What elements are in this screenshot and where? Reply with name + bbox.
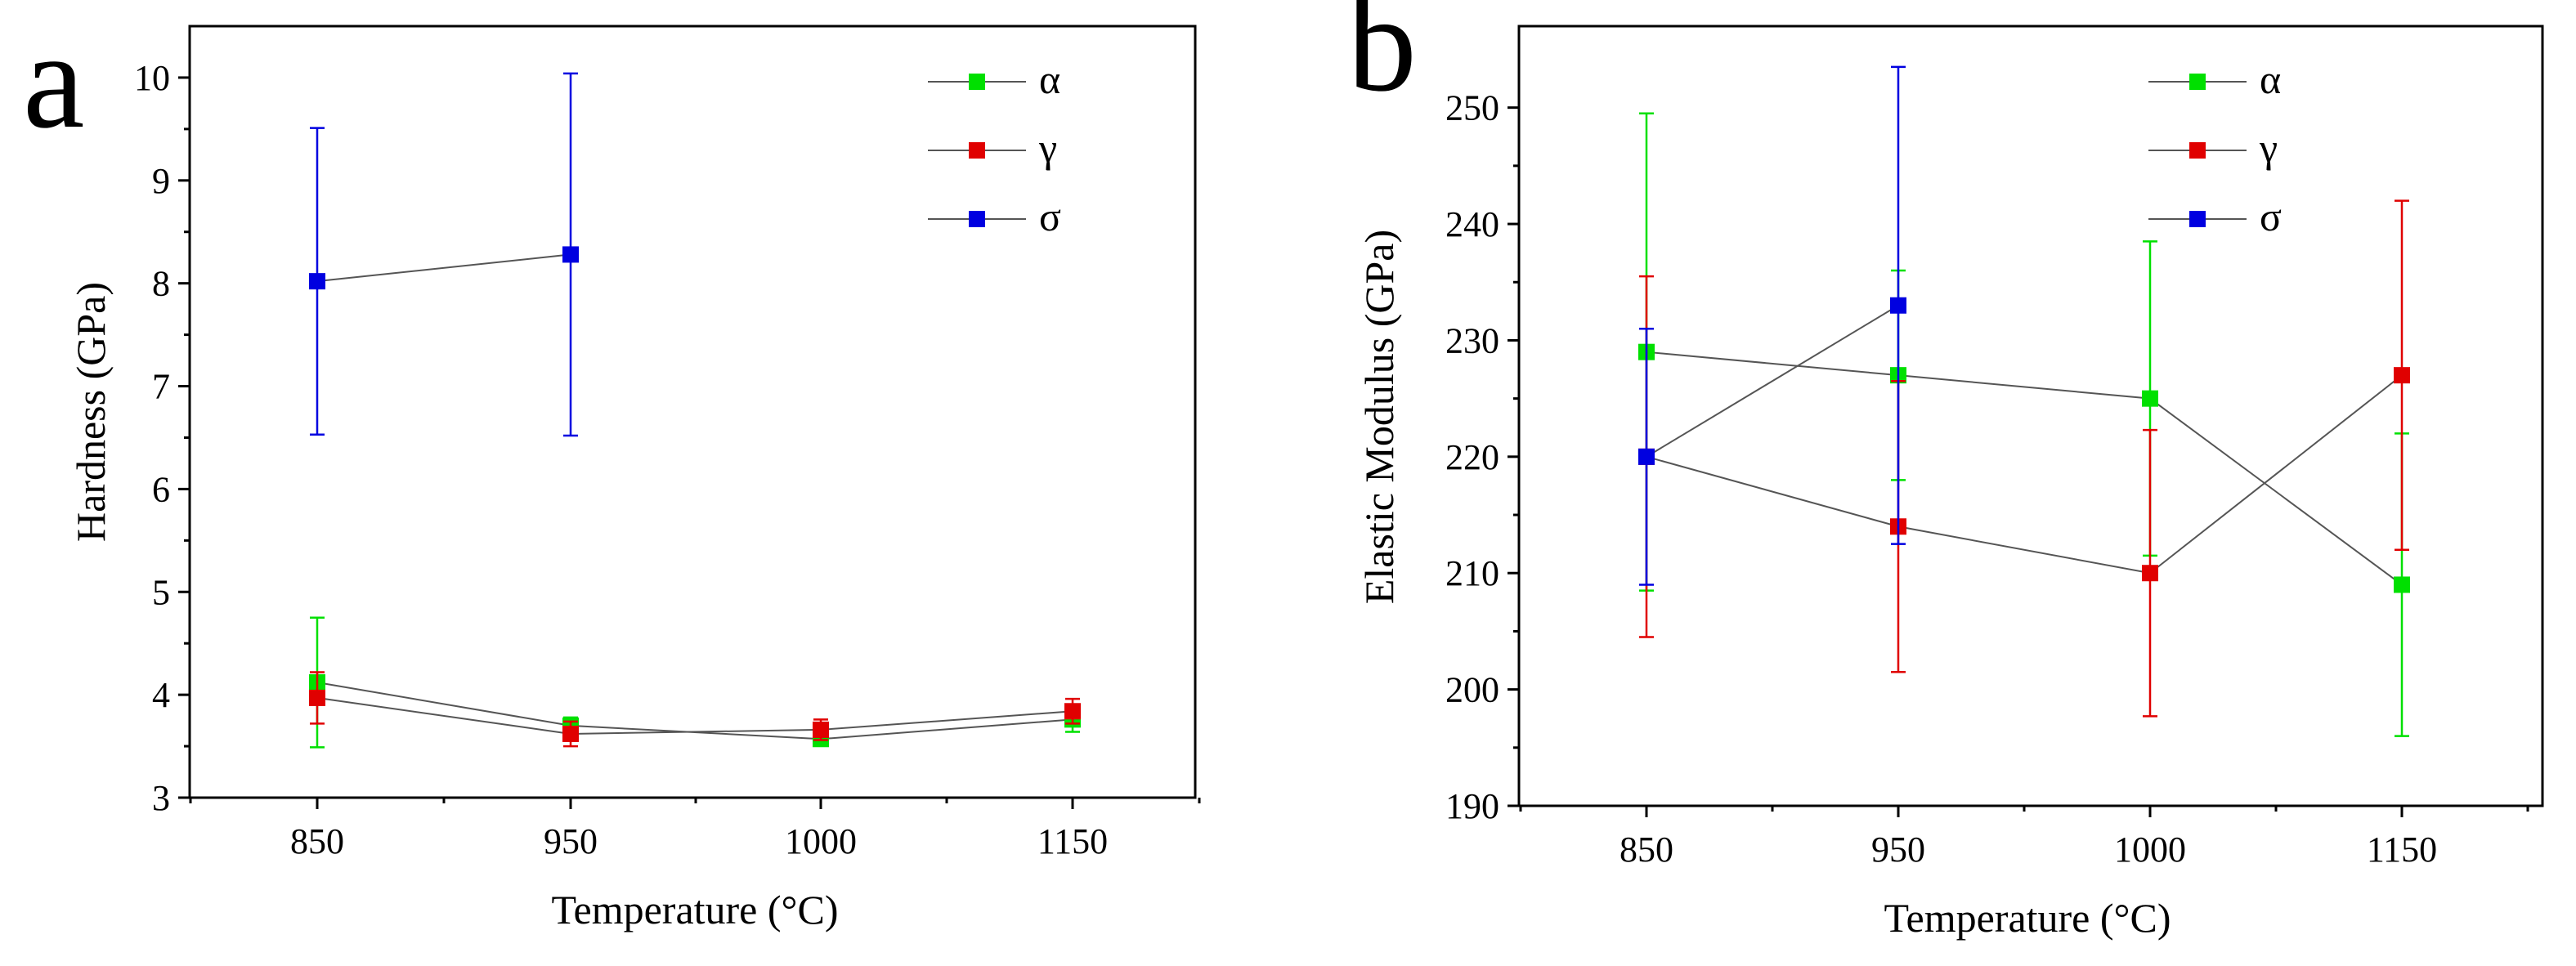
legend-label: α [1039, 56, 1060, 102]
y-tick-label: 250 [1445, 88, 1499, 128]
x-tick-label: 1150 [2367, 830, 2437, 870]
data-point-σ [1638, 448, 1655, 465]
data-point-γ [2394, 367, 2410, 384]
x-tick-label: 850 [1620, 830, 1673, 870]
y-axis-a: 3 4 5 6 7 8 9 10 [134, 58, 190, 818]
legend-marker [2189, 74, 2206, 90]
y-tick-label: 230 [1445, 320, 1499, 360]
data-point-γ [813, 721, 829, 738]
legend-b: αγσ [2148, 56, 2282, 239]
panel-label-b: b [1347, 0, 1417, 120]
x-axis-title-a: Temperature (°C) [551, 887, 838, 932]
x-axis-b: 850 950 1000 1150 [1519, 806, 2529, 870]
y-tick-label: 8 [152, 264, 170, 304]
y-axis-b: 190 200 210 220 230 240 250 [1445, 88, 1519, 826]
x-axis-title-b: Temperature (°C) [1884, 895, 2171, 941]
data-point-γ [309, 689, 325, 706]
data-point-γ [562, 725, 579, 742]
legend-marker [2189, 142, 2206, 159]
legend-label: σ [2260, 194, 2282, 239]
y-axis-title-b: Elastic Modulus (GPa) [1356, 230, 1402, 604]
legend-marker [969, 211, 985, 227]
y-tick-label: 9 [152, 161, 170, 201]
plot-frame-a [188, 25, 1197, 799]
x-tick-label: 850 [290, 821, 344, 861]
y-tick-label: 10 [134, 58, 170, 98]
plot-area-a [309, 72, 1081, 749]
x-tick-label: 1000 [2114, 830, 2186, 870]
data-point-γ [1064, 703, 1081, 720]
data-point-α [2394, 576, 2410, 593]
series-line-σ [316, 253, 571, 283]
y-tick-label: 6 [152, 469, 170, 509]
plot-area-b [1638, 65, 2410, 737]
panel-b-elastic-modulus: b 190 200 210 220 230 240 250 850 950 1000 1150 α… [1347, 0, 2544, 941]
legend-marker [969, 142, 985, 159]
y-tick-label: 5 [152, 572, 170, 612]
legend-label: α [2260, 56, 2281, 102]
y-tick-label: 3 [152, 778, 170, 818]
data-point-σ [562, 246, 579, 263]
y-tick-label: 210 [1445, 553, 1499, 593]
panel-label-a: a [23, 3, 84, 157]
legend-a: αγσ [928, 56, 1061, 239]
data-point-α [2142, 390, 2158, 407]
x-tick-label: 950 [544, 821, 598, 861]
y-axis-title-a: Hardness (GPa) [68, 282, 114, 542]
x-axis-a: 850 950 1000 1150 [189, 798, 1201, 861]
y-tick-label: 220 [1445, 437, 1499, 477]
y-tick-label: 4 [152, 675, 170, 715]
x-tick-label: 950 [1871, 830, 1925, 870]
series-line-γ [316, 696, 1073, 735]
legend-label: σ [1039, 194, 1061, 239]
panel-a-hardness: a 3 4 5 6 7 8 9 10 850 950 1000 1150 αγσ Temperatu… [23, 3, 1201, 932]
legend-label: γ [1038, 125, 1057, 171]
data-point-γ [2142, 565, 2158, 582]
plot-frame-b [1517, 25, 2544, 807]
data-point-σ [309, 273, 325, 290]
series-line-γ [1646, 374, 2403, 575]
series-line-σ [1646, 304, 1899, 458]
y-tick-label: 7 [152, 367, 170, 407]
y-tick-label: 190 [1445, 786, 1499, 826]
x-tick-label: 1150 [1037, 821, 1108, 861]
legend-label: γ [2259, 125, 2278, 171]
legend-marker [969, 74, 985, 90]
legend-marker [2189, 211, 2206, 227]
x-tick-label: 1000 [785, 821, 857, 861]
series-line-α [316, 682, 1073, 740]
data-point-σ [1890, 297, 1906, 314]
y-tick-label: 200 [1445, 670, 1499, 710]
series-line-α [1646, 351, 2403, 586]
y-tick-label: 240 [1445, 204, 1499, 244]
